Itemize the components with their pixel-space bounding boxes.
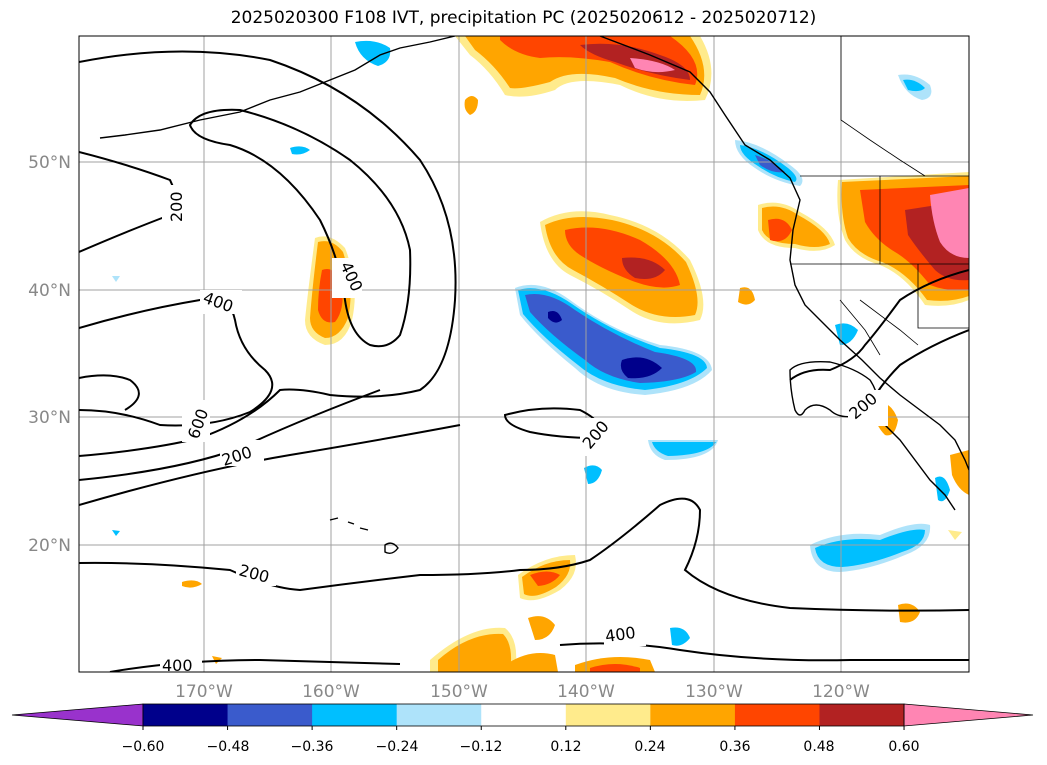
colorbar-swatch — [143, 704, 229, 726]
colorbar-tick-label: −0.12 — [460, 739, 503, 755]
lon-label: 160°W — [302, 682, 360, 702]
lon-label: 140°W — [557, 682, 615, 702]
contour-labels: 200 400 400 600 200 200 200 200 400 400 — [160, 185, 888, 675]
lat-label: 30°N — [28, 408, 71, 428]
colorbar-tick-label: 0.12 — [550, 739, 581, 755]
colorbar-tick-label: 0.36 — [719, 739, 750, 755]
colorbar-tick-label: −0.36 — [291, 739, 334, 755]
colorbar-tick-label: −0.24 — [376, 739, 419, 755]
colorbar-tick-label: −0.60 — [122, 739, 165, 755]
lon-label: 170°W — [175, 682, 233, 702]
colorbar-swatch — [312, 704, 398, 726]
colorbar-swatch — [396, 704, 482, 726]
lat-label: 50°N — [28, 153, 71, 173]
colorbar-extend-high — [903, 703, 1034, 727]
contour-label: 400 — [162, 656, 193, 675]
contour-label: 200 — [167, 191, 186, 222]
longitude-labels: 170°W 160°W 150°W 140°W 130°W 120°W — [175, 682, 870, 702]
colorbar-tick-label: 0.60 — [888, 739, 919, 755]
colorbar-outline — [142, 703, 905, 727]
precip-anomaly-shading — [112, 36, 969, 672]
latitude-labels: 50°N 40°N 30°N 20°N — [28, 153, 71, 556]
colorbar-tick-label: 0.48 — [803, 739, 834, 755]
colorbar-swatch — [734, 704, 820, 726]
colorbar-extend-low — [11, 703, 144, 727]
lat-label: 20°N — [28, 536, 71, 556]
map-frame — [78, 35, 970, 673]
colorbar-swatch — [481, 704, 567, 726]
colorbar-tick-label: −0.48 — [207, 739, 250, 755]
lon-label: 120°W — [812, 682, 870, 702]
political-borders — [790, 36, 969, 356]
lat-label: 40°N — [28, 281, 71, 301]
contour-label: 400 — [604, 623, 637, 646]
colorbar-swatch — [819, 704, 905, 726]
lon-label: 150°W — [430, 682, 488, 702]
coastlines — [99, 36, 969, 555]
colorbar-swatch — [565, 704, 651, 726]
colorbar-swatch — [227, 704, 313, 726]
colorbar-tick-label: 0.24 — [634, 739, 665, 755]
colorbar-swatch — [650, 704, 736, 726]
colorbar-ticks: −0.60 −0.48 −0.36 −0.24 −0.12 0.12 0.24 … — [122, 739, 920, 755]
lon-label: 130°W — [685, 682, 743, 702]
map-title: 2025020300 F108 IVT, precipitation PC (2… — [230, 8, 817, 28]
colorbar — [11, 703, 1034, 730]
